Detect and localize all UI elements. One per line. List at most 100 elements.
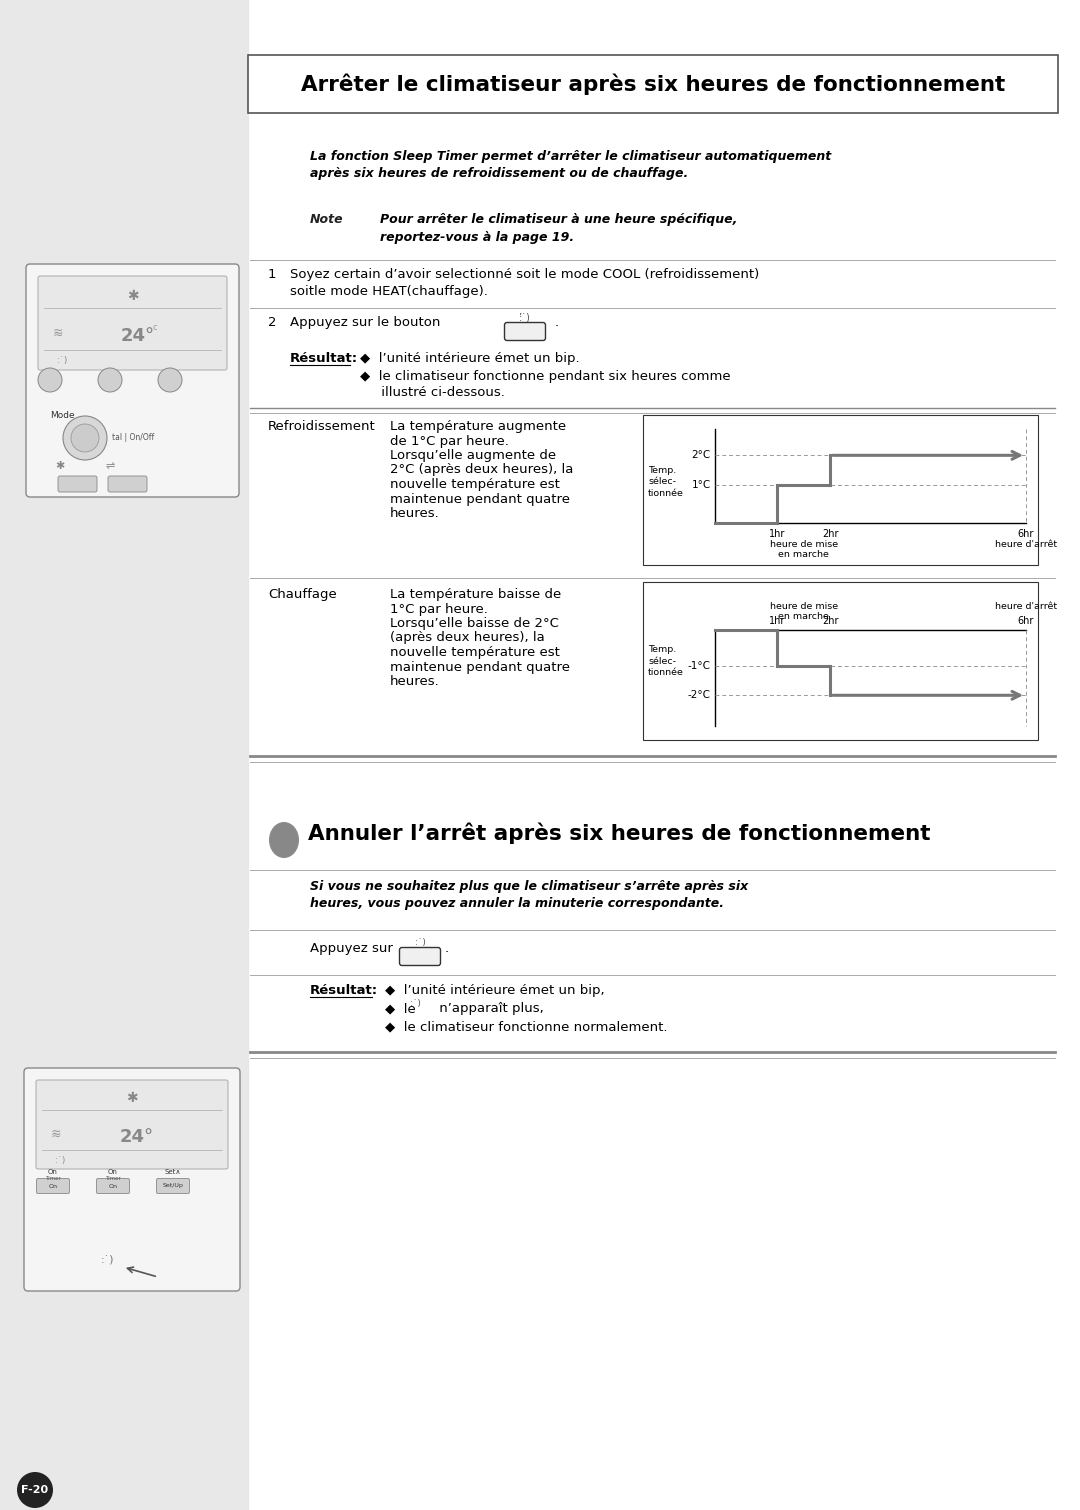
Text: -2°C: -2°C (688, 690, 711, 701)
Text: Résultat:: Résultat: (310, 985, 378, 997)
Text: heure d'arrêt: heure d'arrêt (995, 602, 1057, 612)
Text: ◆  le: ◆ le (384, 1003, 416, 1015)
Text: heure de mise: heure de mise (770, 541, 838, 550)
Text: ⇌: ⇌ (106, 461, 114, 471)
Text: Timer: Timer (105, 1175, 121, 1181)
Text: 1°C: 1°C (692, 480, 711, 491)
Text: Set/Up: Set/Up (163, 1184, 184, 1188)
Text: illustré ci-dessous.: illustré ci-dessous. (360, 387, 504, 399)
Text: :˙): :˙) (102, 1255, 114, 1265)
Text: -1°C: -1°C (688, 661, 711, 672)
Bar (643, 415, 1038, 565)
Text: Appuyez sur: Appuyez sur (310, 942, 393, 954)
Text: 2hr: 2hr (822, 616, 838, 627)
FancyBboxPatch shape (26, 264, 239, 497)
Bar (643, 581, 1038, 740)
Text: Lorsqu’elle augmente de: Lorsqu’elle augmente de (390, 448, 556, 462)
Text: nouvelle température est: nouvelle température est (390, 646, 559, 658)
Text: F-20: F-20 (22, 1484, 49, 1495)
Text: ◆  l’unité intérieure émet un bip.: ◆ l’unité intérieure émet un bip. (360, 352, 580, 365)
Text: Si vous ne souhaitez plus que le climatiseur s’arrête après six
heures, vous pou: Si vous ne souhaitez plus que le climati… (310, 880, 748, 911)
Text: ’̣: ’̣ (518, 313, 522, 322)
Text: Pour arrêter le climatiseur à une heure spécifique,
reportez-vous à la page 19.: Pour arrêter le climatiseur à une heure … (380, 213, 738, 243)
FancyBboxPatch shape (157, 1178, 189, 1193)
Text: ◆  l’unité intérieure émet un bip,: ◆ l’unité intérieure émet un bip, (384, 985, 605, 997)
Text: nouvelle température est: nouvelle température est (390, 479, 559, 491)
Text: 2hr: 2hr (822, 528, 838, 539)
Text: 1hr: 1hr (769, 616, 785, 627)
Text: 1°C par heure.: 1°C par heure. (390, 602, 488, 616)
Circle shape (98, 368, 122, 393)
FancyBboxPatch shape (36, 1080, 228, 1169)
Text: Chauffage: Chauffage (268, 587, 337, 601)
Circle shape (158, 368, 183, 393)
Text: .: . (445, 942, 449, 954)
Text: 2°C: 2°C (692, 450, 711, 461)
Text: 1: 1 (268, 267, 276, 281)
Text: :˙): :˙) (415, 938, 426, 947)
Text: ◆  le climatiseur fonctionne normalement.: ◆ le climatiseur fonctionne normalement. (384, 1019, 667, 1033)
Text: tal | On/Off: tal | On/Off (112, 433, 154, 442)
Text: Mode: Mode (50, 412, 75, 420)
Text: ✱: ✱ (126, 288, 138, 304)
Text: ✱: ✱ (55, 461, 65, 471)
Bar (248, 54, 1058, 113)
Text: La fonction Sleep Timer permet d’arrêter le climatiseur automatiquement
après si: La fonction Sleep Timer permet d’arrêter… (310, 149, 832, 180)
Text: 2: 2 (268, 316, 276, 329)
Text: Soyez certain d’avoir selectionné soit le mode COOL (refroidissement)
soitle mod: Soyez certain d’avoir selectionné soit l… (291, 267, 759, 297)
FancyBboxPatch shape (24, 1068, 240, 1291)
Text: On: On (49, 1169, 58, 1175)
Text: c: c (152, 323, 157, 332)
Text: 1hr: 1hr (769, 528, 785, 539)
Text: heures.: heures. (390, 507, 440, 519)
Text: en marche: en marche (779, 612, 829, 621)
Circle shape (38, 368, 62, 393)
Text: La température baisse de: La température baisse de (390, 587, 562, 601)
Text: ◆  le climatiseur fonctionne pendant six heures comme: ◆ le climatiseur fonctionne pendant six … (360, 370, 731, 384)
Text: :˙): :˙) (519, 313, 531, 322)
Text: Set∧: Set∧ (165, 1169, 181, 1175)
Text: heure d'arrêt: heure d'arrêt (995, 541, 1057, 550)
Circle shape (17, 1472, 53, 1508)
Text: heure de mise: heure de mise (770, 602, 838, 612)
Text: Annuler l’arrêt après six heures de fonctionnement: Annuler l’arrêt après six heures de fonc… (308, 823, 931, 844)
Circle shape (71, 424, 99, 451)
Text: Refroidissement: Refroidissement (268, 420, 376, 433)
Text: Arrêter le climatiseur après six heures de fonctionnement: Arrêter le climatiseur après six heures … (301, 74, 1005, 95)
Text: La température augmente: La température augmente (390, 420, 566, 433)
FancyBboxPatch shape (96, 1178, 130, 1193)
Text: ✱: ✱ (126, 1092, 138, 1105)
Text: Lorsqu’elle baisse de 2°C: Lorsqu’elle baisse de 2°C (390, 618, 558, 630)
Text: 24°: 24° (120, 1128, 154, 1146)
Text: Note: Note (310, 213, 343, 226)
FancyBboxPatch shape (38, 276, 227, 370)
Text: On: On (108, 1184, 118, 1188)
FancyBboxPatch shape (37, 1178, 69, 1193)
Text: On: On (108, 1169, 118, 1175)
Text: On: On (49, 1184, 57, 1188)
Text: (après deux heures), la: (après deux heures), la (390, 631, 544, 645)
Circle shape (63, 415, 107, 461)
FancyBboxPatch shape (504, 323, 545, 340)
FancyBboxPatch shape (400, 947, 441, 965)
Text: 24°: 24° (121, 328, 154, 344)
Text: Temp.
sélec-
tionnée: Temp. sélec- tionnée (648, 645, 684, 676)
Text: 6hr: 6hr (1017, 616, 1035, 627)
Ellipse shape (269, 821, 299, 858)
Text: :˙): :˙) (410, 1000, 421, 1009)
Text: 2°C (après deux heures), la: 2°C (après deux heures), la (390, 464, 573, 477)
Text: Appuyez sur le bouton: Appuyez sur le bouton (291, 316, 441, 329)
Text: Timer: Timer (45, 1175, 60, 1181)
Text: Résultat:: Résultat: (291, 352, 359, 365)
Text: heures.: heures. (390, 675, 440, 689)
Text: Temp.
sélec-
tionnée: Temp. sélec- tionnée (648, 467, 684, 498)
Text: de 1°C par heure.: de 1°C par heure. (390, 435, 509, 447)
Text: n’apparaît plus,: n’apparaît plus, (435, 1003, 543, 1015)
Text: 6hr: 6hr (1017, 528, 1035, 539)
Text: .: . (555, 316, 559, 329)
Text: :˙): :˙) (57, 355, 67, 364)
Text: maintenue pendant quatre: maintenue pendant quatre (390, 660, 570, 673)
Text: ≋: ≋ (53, 326, 64, 340)
FancyBboxPatch shape (108, 476, 147, 492)
Text: ≋: ≋ (51, 1128, 62, 1140)
